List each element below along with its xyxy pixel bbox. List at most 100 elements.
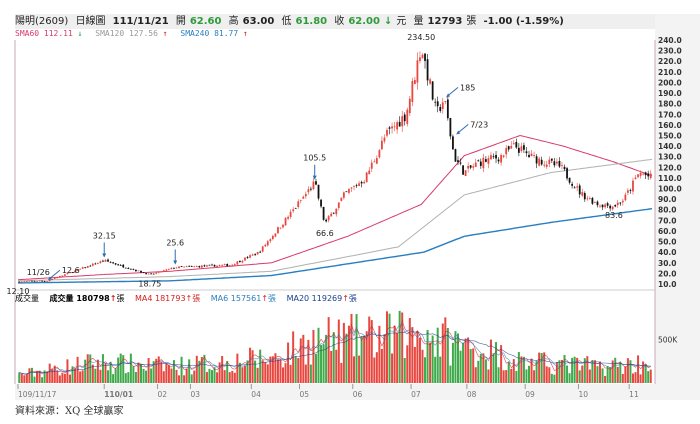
up-arrow-icon: ↑: [342, 294, 349, 303]
volume-bar: [543, 352, 546, 383]
candle-body: [302, 196, 305, 199]
arrow-head-icon: [312, 175, 317, 180]
candle-body: [507, 146, 510, 150]
candle-body: [571, 183, 574, 186]
candle-body: [621, 200, 624, 203]
candle-body: [586, 198, 589, 200]
volume-ma4-text: MA4 181793: [134, 294, 186, 303]
volume-bar: [198, 360, 201, 383]
volume-bar: [122, 355, 125, 383]
candle-body: [642, 173, 645, 175]
volume-bar: [147, 358, 150, 383]
price-annotation: 25.6: [166, 238, 184, 247]
candle-body: [348, 189, 350, 193]
volume-bar: [355, 314, 358, 383]
volume-bar: [172, 360, 175, 383]
volume-bar: [553, 374, 556, 383]
candle-body: [127, 268, 130, 269]
candle-body: [112, 262, 114, 264]
candle-body: [505, 148, 508, 155]
candle-body: [38, 280, 41, 282]
volume-bar: [429, 342, 432, 383]
x-tick-label: 04: [251, 390, 261, 399]
candle-body: [528, 154, 530, 158]
unit: 張: [192, 294, 201, 303]
candle-body: [251, 254, 254, 256]
volume-bar: [28, 368, 31, 383]
candle-body: [637, 174, 639, 178]
x-tick-label: 11: [629, 390, 639, 399]
candle-body: [383, 137, 386, 142]
candle-body: [459, 162, 462, 164]
candle-body: [183, 266, 186, 268]
volume-bar: [378, 325, 381, 383]
y-tick-label: 220.0: [658, 57, 682, 66]
volume-legend: 成交量 成交量 180798↑張 MA4 181793↑張 MA6 157561…: [15, 293, 365, 304]
volume-bar: [41, 377, 44, 383]
candle-body: [472, 166, 475, 168]
volume-bar: [208, 368, 211, 383]
down-arrow-icon: ↓: [383, 16, 393, 27]
volume-bar: [91, 364, 94, 383]
volume-bar: [616, 366, 619, 383]
candle-body: [446, 99, 449, 119]
volume-bar: [462, 342, 465, 383]
volume-bar: [621, 373, 624, 383]
volume-bar: [459, 350, 462, 383]
candle-body: [36, 281, 38, 282]
candle-body: [89, 265, 92, 267]
candle-body: [320, 199, 322, 207]
volume-bar: [30, 367, 33, 383]
candle-body: [553, 161, 556, 166]
volume-bar: [489, 339, 492, 383]
candle-body: [99, 261, 102, 264]
volume-bar: [249, 347, 252, 383]
candle-body: [495, 154, 497, 159]
candle-body: [41, 280, 43, 282]
candle-body: [624, 194, 627, 201]
volume-bar: [274, 353, 277, 383]
volume-bar: [226, 360, 229, 383]
price-axis-panel: [655, 14, 700, 400]
candle-body: [469, 165, 472, 168]
candle-body: [56, 277, 59, 279]
volume-bar: [365, 331, 368, 383]
volume-bar: [317, 327, 320, 383]
x-tick-label: 109/11/17: [18, 390, 57, 399]
candle-body: [413, 79, 416, 85]
volume-bar: [190, 374, 193, 383]
candle-body: [335, 208, 338, 215]
candle-body: [175, 267, 178, 269]
candle-body: [43, 281, 46, 282]
sma240-line: [18, 208, 653, 284]
volume-bar: [550, 373, 553, 383]
x-tick-label: 110/01: [104, 390, 133, 399]
candle-body: [421, 54, 424, 59]
volume-bar: [533, 370, 536, 383]
volume-bar: [515, 370, 518, 383]
candle-body: [502, 155, 505, 157]
volume-bar: [58, 375, 61, 383]
volume-bar: [307, 339, 310, 383]
volume-bar: [320, 344, 323, 383]
candle-body: [599, 205, 601, 207]
volume-bar: [152, 361, 155, 383]
candle-body: [408, 98, 411, 114]
candle-body: [132, 269, 135, 270]
candle-body: [591, 198, 594, 204]
candle-body: [299, 200, 302, 202]
volume-bar: [578, 370, 581, 383]
volume-bar: [269, 356, 272, 383]
volume-bar: [259, 349, 262, 383]
volume-bar: [322, 344, 325, 383]
candle-body: [474, 162, 477, 167]
volume-ma6: MA6 157561↑張: [211, 294, 276, 303]
volume-bar: [160, 361, 163, 383]
candle-body: [31, 280, 33, 282]
candle-body: [261, 246, 264, 252]
volume-bar: [500, 345, 503, 383]
candle-body: [355, 185, 358, 187]
arrow-head-icon: [47, 276, 52, 281]
y-tick-label: 140.0: [658, 142, 682, 151]
